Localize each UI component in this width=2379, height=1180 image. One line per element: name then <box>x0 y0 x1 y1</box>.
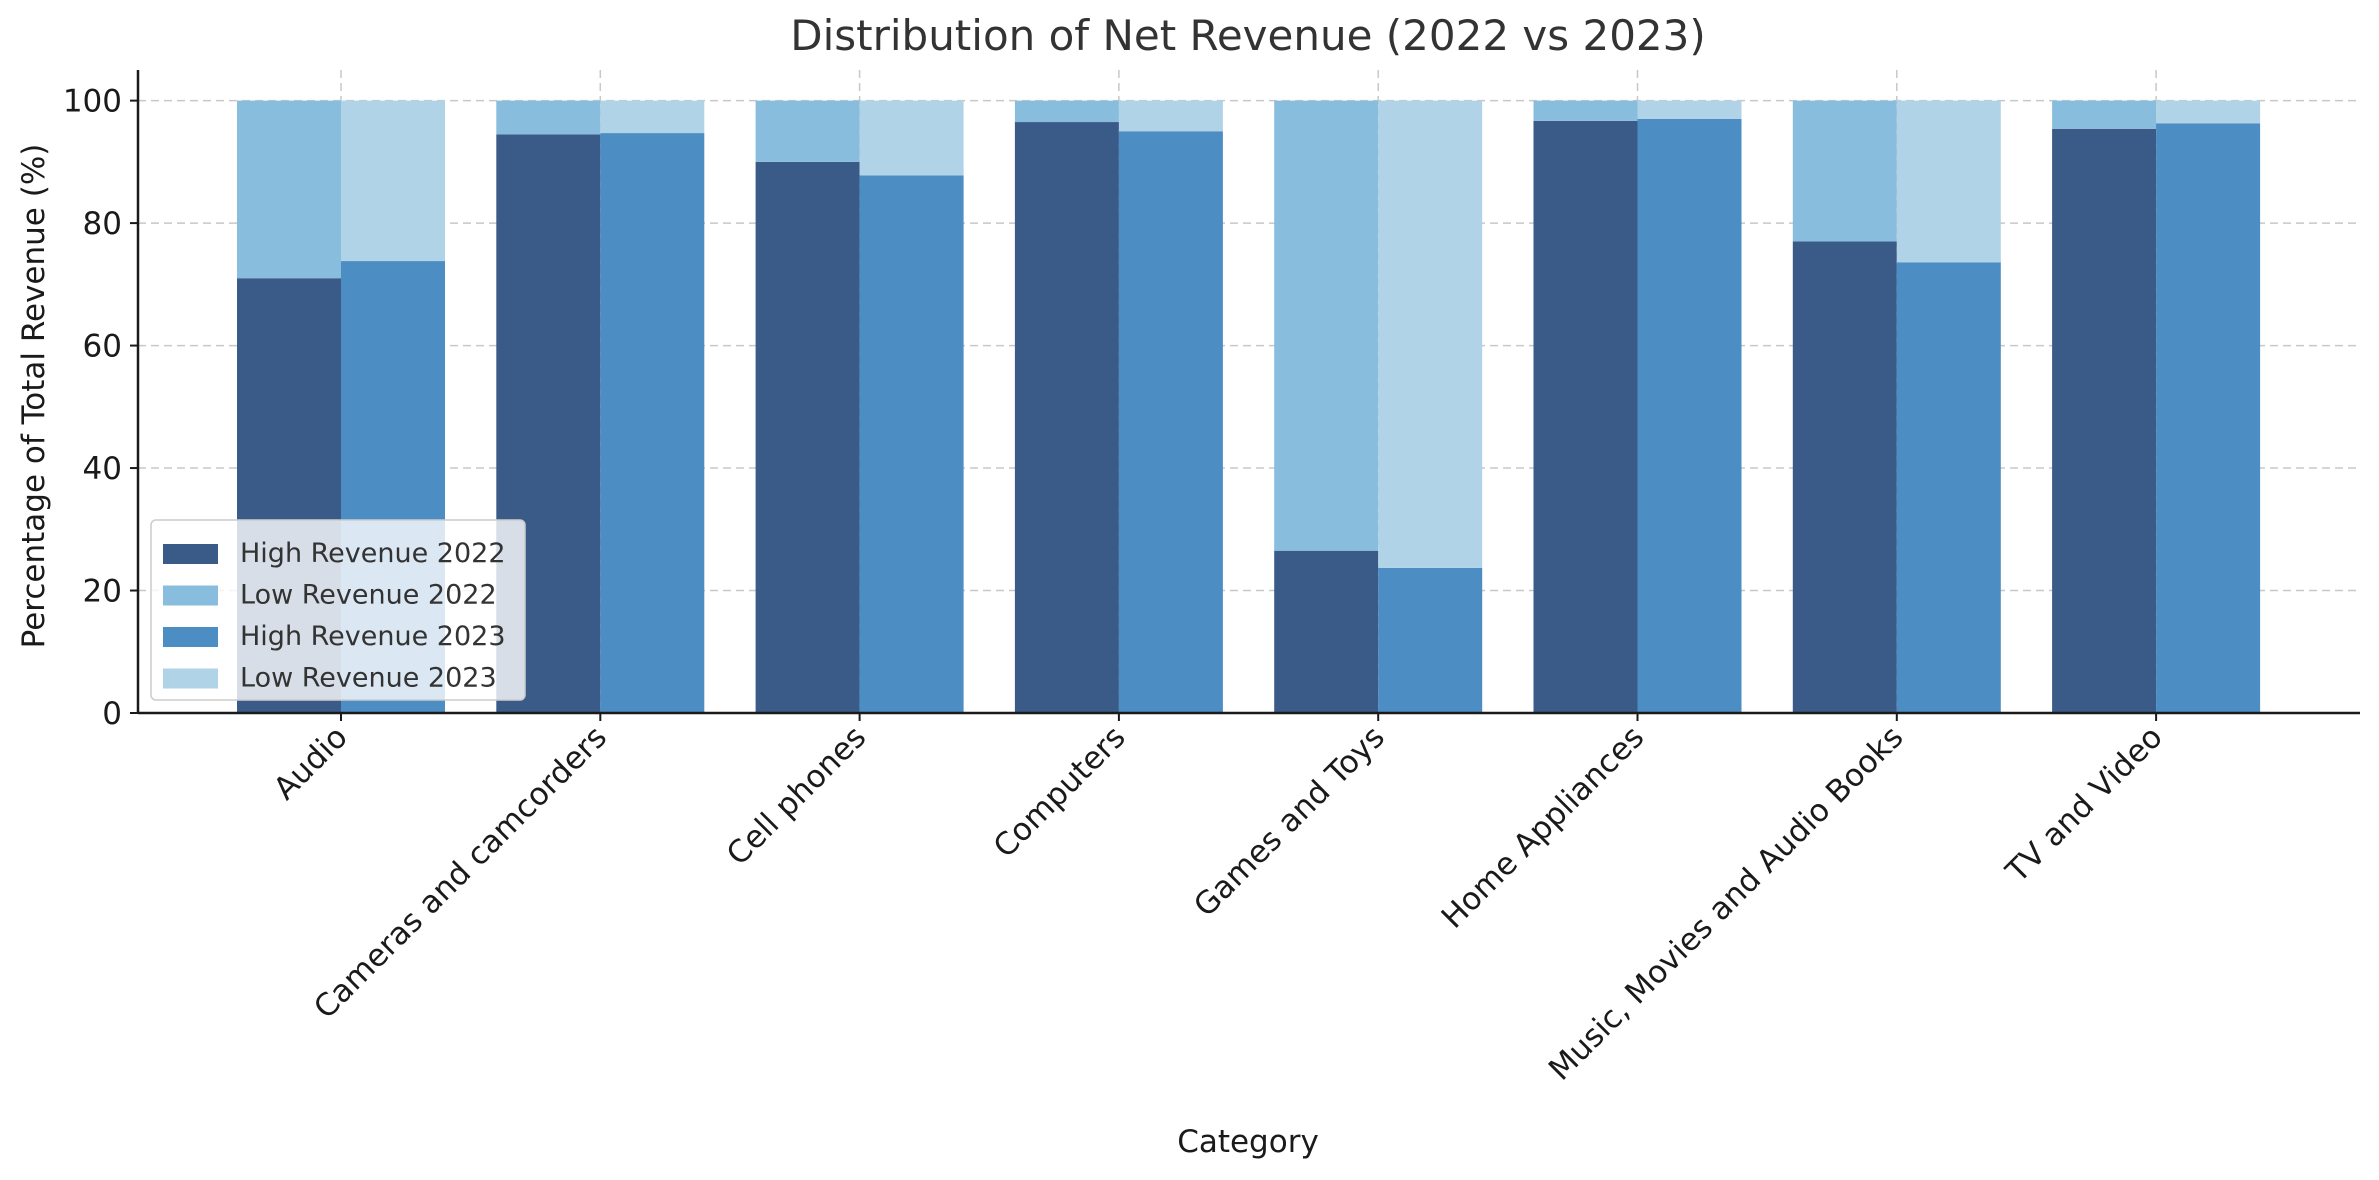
legend-swatch-0 <box>163 544 218 564</box>
legend: High Revenue 2022 Low Revenue 2022 High Re… <box>150 519 526 701</box>
y-tick-label-2: 40 <box>83 451 122 487</box>
bar-series-2-category-4 <box>1378 567 1483 713</box>
bar-series-0-category-5 <box>1533 120 1638 713</box>
bar-series-0-category-3 <box>1014 122 1119 714</box>
x-tick-label-3: Computers <box>987 719 1133 865</box>
bar-series-2-category-5 <box>1637 118 1742 713</box>
bar-series-1-category-7 <box>2052 100 2157 129</box>
bar-series-2-category-1 <box>600 133 705 713</box>
legend-label-1: Low Revenue 2022 <box>240 580 497 611</box>
legend-label-3: Low Revenue 2023 <box>240 663 497 694</box>
bar-series-1-category-1 <box>496 100 601 135</box>
x-tick-label-5: Home Appliances <box>1435 719 1651 935</box>
legend-swatch-1 <box>163 585 218 606</box>
bar-series-1-category-6 <box>1792 100 1897 242</box>
bar-series-3-category-5 <box>1637 100 1742 119</box>
y-tick-label-4: 80 <box>83 206 122 242</box>
legend-box <box>150 519 526 701</box>
bar-series-3-category-3 <box>1118 100 1223 132</box>
bar-series-1-category-5 <box>1533 100 1638 121</box>
bar-series-0-category-2 <box>755 161 860 713</box>
legend-swatch-2 <box>163 627 218 647</box>
x-tick-label-0: Audio <box>267 719 355 807</box>
bar-series-1-category-3 <box>1014 100 1119 123</box>
x-tick-label-1: Cameras and camcorders <box>307 719 614 1026</box>
bar-series-0-category-4 <box>1274 550 1379 713</box>
bar-series-2-category-2 <box>859 175 964 713</box>
bar-series-0-category-7 <box>2052 128 2157 713</box>
bar-series-1-category-4 <box>1274 100 1379 551</box>
x-axis-label: Category <box>1177 1124 1319 1160</box>
bar-series-3-category-4 <box>1378 100 1483 568</box>
legend-label-2: High Revenue 2023 <box>240 621 506 652</box>
bar-series-2-category-6 <box>1896 262 2001 713</box>
y-tick-label-3: 60 <box>83 329 122 365</box>
bar-series-3-category-2 <box>859 100 964 176</box>
y-ticks: 0 20 40 60 80 100 <box>63 84 138 732</box>
x-tick-label-7: TV and Video <box>1999 719 2170 890</box>
bar-series-2-category-7 <box>2156 123 2261 713</box>
bar-series-3-category-7 <box>2156 100 2261 124</box>
x-tick-label-4: Games and Toys <box>1187 719 1392 924</box>
y-tick-label-1: 20 <box>83 574 122 610</box>
bars <box>237 100 2261 714</box>
bar-series-1-category-2 <box>755 100 860 162</box>
y-tick-label-0: 0 <box>102 696 122 732</box>
bar-series-0-category-6 <box>1792 241 1897 713</box>
bar-series-2-category-3 <box>1118 131 1223 713</box>
legend-swatch-3 <box>163 668 218 689</box>
axes <box>136 70 2360 715</box>
y-axis-label: Percentage of Total Revenue (%) <box>16 144 52 649</box>
bar-series-1-category-0 <box>237 100 341 279</box>
chart-title: Distribution of Net Revenue (2022 vs 202… <box>790 11 1706 60</box>
bar-series-3-category-1 <box>600 100 705 134</box>
legend-label-0: High Revenue 2022 <box>240 538 506 569</box>
y-tick-label-5: 100 <box>63 84 122 120</box>
x-tick-label-2: Cell phones <box>720 719 873 872</box>
bar-series-3-category-6 <box>1896 100 2001 263</box>
bar-series-3-category-0 <box>341 100 445 262</box>
